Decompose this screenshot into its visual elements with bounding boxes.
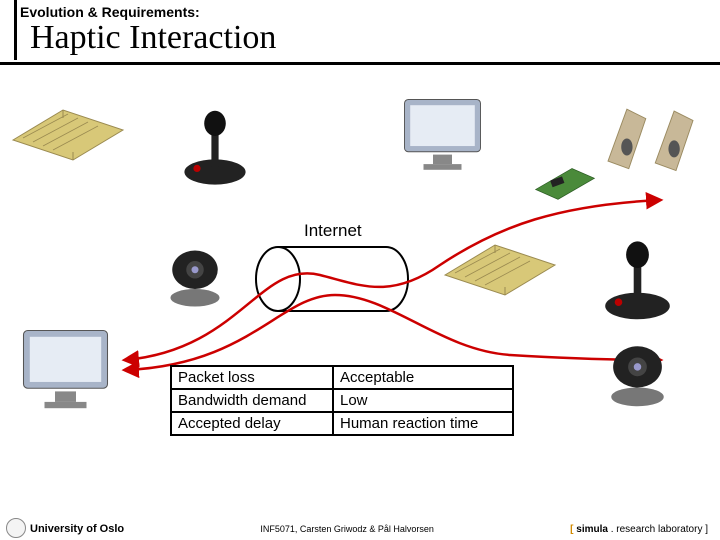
req-value-cell: Low — [333, 389, 513, 412]
webcam-l-icon — [150, 240, 240, 310]
req-param-cell: Accepted delay — [171, 412, 333, 435]
footer-center: INF5071, Carsten Griwodz & Pål Halvorsen — [124, 524, 570, 534]
monitor-tr-icon — [390, 90, 495, 185]
table-row: Bandwidth demandLow — [171, 389, 513, 412]
slide-title: Haptic Interaction — [18, 20, 720, 56]
joystick-tl-icon — [170, 100, 260, 190]
internet-cylinder — [256, 247, 408, 311]
header-underline — [0, 62, 720, 65]
footer-suffix: . research laboratory ] — [608, 524, 708, 535]
header-side-rule — [14, 0, 17, 60]
monitor-bl-icon — [8, 320, 123, 425]
footer-brand: simula — [576, 524, 608, 535]
internet-label: Internet — [300, 221, 366, 241]
keyboard-r-icon — [440, 235, 560, 305]
req-param-cell: Packet loss — [171, 366, 333, 389]
table-row: Accepted delayHuman reaction time — [171, 412, 513, 435]
req-param-cell: Bandwidth demand — [171, 389, 333, 412]
card-tr-icon — [530, 160, 600, 205]
footer-right: [ simula . research laboratory ] — [570, 524, 720, 535]
table-row: Packet lossAcceptable — [171, 366, 513, 389]
req-value-cell: Acceptable — [333, 366, 513, 389]
webcam-br-icon — [590, 335, 685, 410]
slide-supertitle: Evolution & Requirements: — [18, 4, 720, 20]
footer-left: University of Oslo — [0, 523, 124, 535]
keyboard-tl-icon — [8, 100, 128, 170]
requirements-table: Packet lossAcceptableBandwidth demandLow… — [170, 365, 514, 436]
req-value-cell: Human reaction time — [333, 412, 513, 435]
slide-header: Evolution & Requirements: Haptic Interac… — [0, 0, 720, 56]
joystick-r-icon — [590, 230, 685, 325]
slide-footer: University of Oslo INF5071, Carsten Griw… — [0, 518, 720, 540]
speakers-tr-icon — [598, 95, 703, 180]
